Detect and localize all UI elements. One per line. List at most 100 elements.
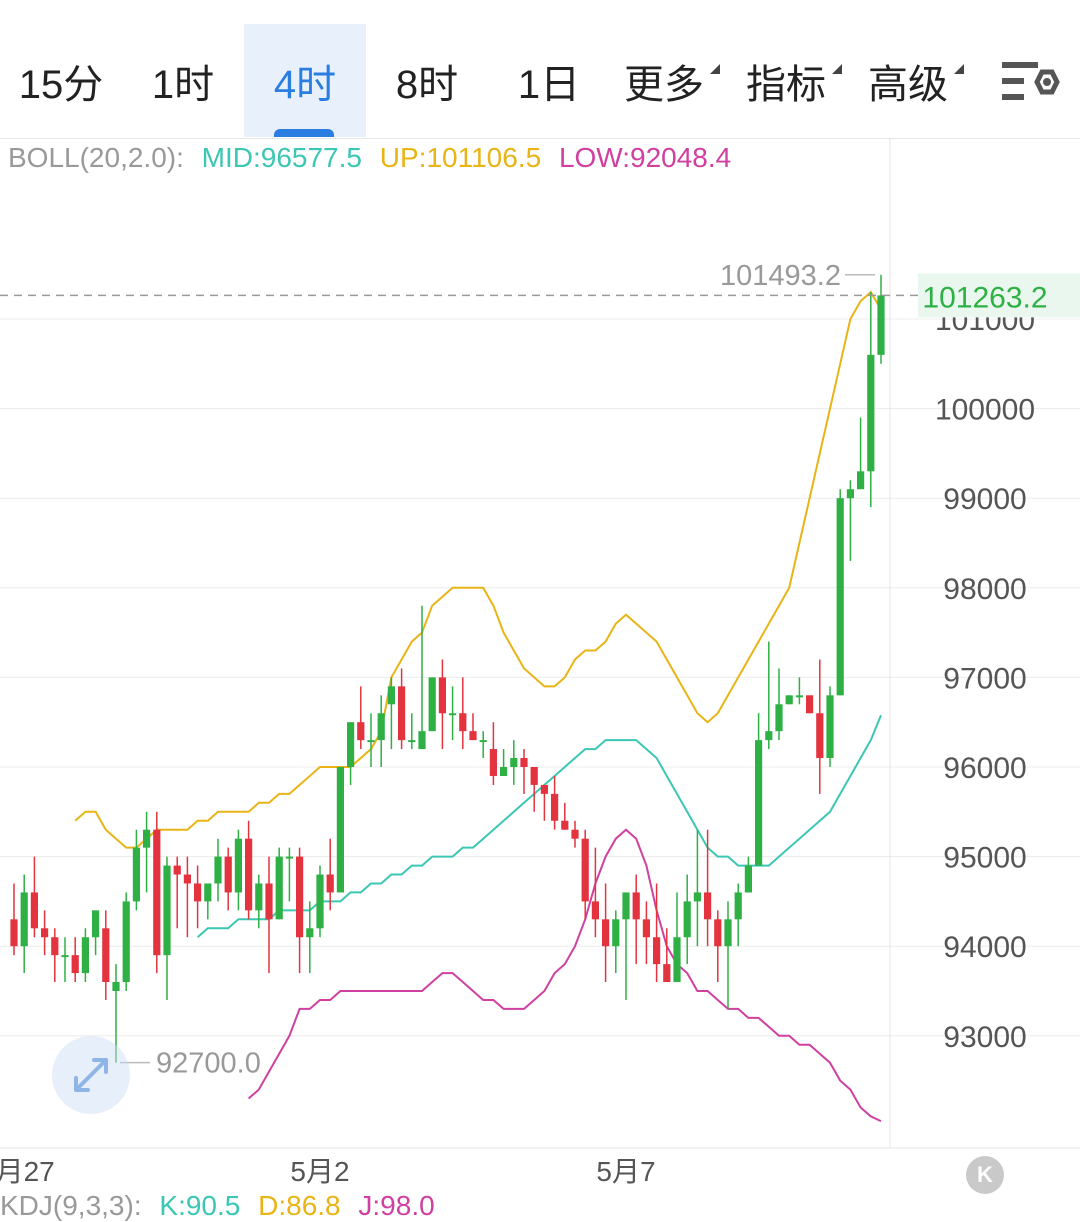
y-tick-label: 99000 [943,483,1026,516]
expand-icon[interactable] [52,1036,130,1114]
boll-legend: BOLL(20,2.0): MID:96577.5 UP:101106.5 LO… [8,142,741,174]
tab-1[interactable]: 1时 [122,24,244,137]
candle-body [428,677,436,732]
candle [724,901,732,1009]
candle [510,740,518,785]
candle [143,811,151,893]
candle-body [81,937,89,974]
candle [561,802,569,830]
candle [775,668,783,741]
candle-body [122,901,130,983]
tab-3[interactable]: 8时 [366,24,488,137]
candle [336,767,344,893]
tab-label: 4时 [273,62,337,107]
candle-body [510,758,518,767]
candle [867,292,875,508]
candle-body [622,892,630,920]
candle [663,928,671,983]
candle-body [418,731,426,750]
candle [306,901,314,974]
candle-body [408,740,416,743]
boll-name: BOLL(20,2.0): [8,142,184,173]
tab-label: 1日 [517,62,581,107]
x-tick-label: 5月2 [290,1156,349,1187]
candle-body [459,713,467,732]
kdj-k: K:90.5 [159,1190,241,1221]
candle-body [551,793,559,821]
candle-body [846,489,854,499]
candle [347,722,355,785]
dropdown-caret-icon [832,63,842,74]
candle [806,695,814,714]
candlestick-chart[interactable]: 1010001000009900098000970009600095000940… [0,138,1080,1190]
candle-body [714,919,722,947]
candle-body [51,937,59,956]
chart-settings-icon[interactable] [1000,56,1060,108]
candle-body [357,722,365,741]
candle-body [836,498,844,696]
candle [81,928,89,983]
tab-6[interactable]: 指标 [732,24,854,137]
candle [500,749,508,776]
candle-body [561,820,569,830]
tab-7[interactable]: 高级 [854,24,976,137]
candle-body [612,919,620,947]
candle [92,910,100,956]
candle [642,901,650,965]
candle-body [30,892,38,929]
tab-4[interactable]: 1日 [488,24,610,137]
candle [612,910,620,974]
y-tick-label: 100000 [935,394,1035,427]
candle-body [642,919,650,938]
scroll-to-latest-icon[interactable]: K [966,1156,1004,1194]
candle [459,677,467,750]
candle-body [377,713,385,741]
tab-0[interactable]: 15分 [0,24,122,137]
candle [551,775,559,830]
candle [214,838,222,902]
timeframe-tabs: 15分 1时 4时 8时 1日 更多 指标 高级 [0,0,1080,139]
candle-body [163,865,171,956]
candle [795,677,803,705]
candle-body [734,892,742,920]
candle [112,964,120,1063]
candle-body [92,910,100,938]
candle [591,847,599,938]
candle [387,677,395,750]
candle [255,874,263,929]
tab-5[interactable]: 更多 [610,24,732,137]
candle-body [653,937,661,965]
candle-body [336,767,344,893]
candle-body [316,874,324,929]
tab-label: 1时 [151,62,215,107]
candle [316,865,324,938]
candle-body [173,865,181,875]
y-tick-label: 94000 [943,931,1026,964]
candle [163,856,171,1000]
candle-body [347,722,355,767]
candle-body [255,883,263,911]
candle [285,847,293,902]
candle-body [438,677,446,714]
candle-body [10,919,18,947]
candle [540,784,548,821]
boll-mid: MID:96577.5 [201,142,362,173]
tab-label: 更多 [624,52,720,110]
candle [245,820,253,920]
candle-body [265,883,273,920]
candle-body [204,883,212,902]
tab-2[interactable]: 4时 [244,24,366,137]
tab-label: 高级 [868,52,964,110]
candle-body [143,829,151,848]
boll-low: LOW:92048.4 [558,142,732,173]
candle-body [387,686,395,705]
candle-body [275,856,283,920]
candle [581,829,589,920]
candle [816,659,824,794]
kdj-d: D:86.8 [258,1190,341,1221]
candle-body [581,838,589,902]
candle-body [449,713,457,716]
y-tick-label: 95000 [943,842,1026,875]
candle-body [500,767,508,776]
tab-label: 15分 [18,62,104,107]
